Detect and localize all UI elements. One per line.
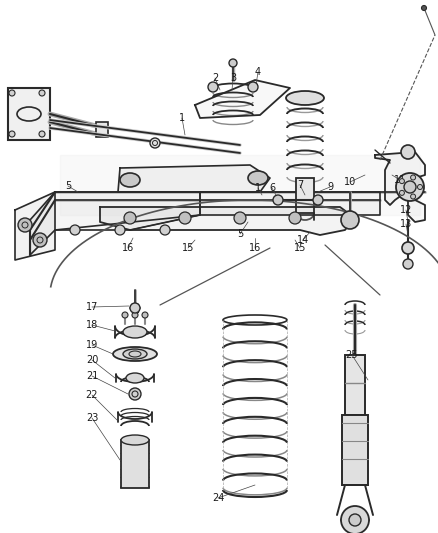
Circle shape — [399, 179, 404, 184]
Polygon shape — [375, 152, 425, 222]
Text: 5: 5 — [65, 181, 71, 191]
Circle shape — [39, 131, 45, 137]
Ellipse shape — [126, 373, 144, 383]
Circle shape — [124, 212, 136, 224]
Text: 2: 2 — [212, 73, 218, 83]
Text: 15: 15 — [294, 243, 306, 253]
Circle shape — [403, 259, 413, 269]
Text: 20: 20 — [86, 355, 98, 365]
Ellipse shape — [248, 171, 268, 185]
Circle shape — [421, 5, 427, 11]
Text: 16: 16 — [122, 243, 134, 253]
Text: 19: 19 — [86, 340, 98, 350]
Text: 12: 12 — [400, 205, 412, 215]
Circle shape — [410, 194, 416, 199]
Bar — [96, 122, 108, 137]
Text: 5: 5 — [237, 229, 243, 239]
Polygon shape — [60, 155, 420, 215]
Ellipse shape — [121, 435, 149, 445]
Circle shape — [404, 181, 416, 193]
Polygon shape — [30, 192, 200, 255]
Circle shape — [9, 90, 15, 96]
Circle shape — [234, 212, 246, 224]
Bar — [121, 440, 149, 488]
Circle shape — [313, 195, 323, 205]
Polygon shape — [118, 165, 270, 192]
Ellipse shape — [113, 347, 157, 361]
Circle shape — [399, 190, 404, 196]
Circle shape — [142, 312, 148, 318]
Circle shape — [39, 90, 45, 96]
Circle shape — [401, 145, 415, 159]
Circle shape — [179, 212, 191, 224]
Text: 22: 22 — [86, 390, 98, 400]
Circle shape — [115, 225, 125, 235]
Circle shape — [18, 218, 32, 232]
Text: 15: 15 — [182, 243, 194, 253]
Polygon shape — [200, 192, 380, 215]
Circle shape — [122, 312, 128, 318]
Text: 25: 25 — [346, 350, 358, 360]
Text: 21: 21 — [86, 371, 98, 381]
Circle shape — [396, 173, 424, 201]
Circle shape — [410, 175, 416, 180]
Ellipse shape — [286, 91, 324, 105]
Text: 11: 11 — [394, 175, 406, 185]
Text: 13: 13 — [400, 219, 412, 229]
Text: 14: 14 — [297, 235, 309, 245]
Circle shape — [129, 388, 141, 400]
Bar — [342, 415, 368, 485]
Text: 1: 1 — [255, 183, 261, 193]
Circle shape — [229, 59, 237, 67]
Text: 4: 4 — [255, 67, 261, 77]
Circle shape — [289, 212, 301, 224]
Circle shape — [132, 312, 138, 318]
Text: 10: 10 — [344, 177, 356, 187]
Ellipse shape — [123, 326, 147, 338]
Circle shape — [402, 242, 414, 254]
Circle shape — [130, 303, 140, 313]
Ellipse shape — [120, 173, 140, 187]
Circle shape — [150, 138, 160, 148]
Circle shape — [341, 506, 369, 533]
Circle shape — [248, 82, 258, 92]
Ellipse shape — [17, 107, 41, 121]
Text: 3: 3 — [230, 73, 236, 83]
Text: 17: 17 — [86, 302, 98, 312]
Circle shape — [208, 82, 218, 92]
Bar — [8, 88, 50, 140]
Circle shape — [70, 225, 80, 235]
Circle shape — [417, 184, 423, 190]
Text: 16: 16 — [249, 243, 261, 253]
Text: 24: 24 — [212, 493, 224, 503]
Text: 7: 7 — [297, 180, 303, 190]
Circle shape — [273, 195, 283, 205]
Polygon shape — [100, 207, 355, 235]
Bar — [296, 178, 314, 213]
Circle shape — [160, 225, 170, 235]
Text: 9: 9 — [327, 182, 333, 192]
Text: 18: 18 — [86, 320, 98, 330]
Text: 6: 6 — [269, 183, 275, 193]
Circle shape — [9, 131, 15, 137]
Polygon shape — [15, 192, 55, 260]
Circle shape — [349, 514, 361, 526]
Circle shape — [341, 211, 359, 229]
Ellipse shape — [123, 349, 147, 359]
Text: 23: 23 — [86, 413, 98, 423]
Bar — [345, 355, 365, 415]
Text: 1: 1 — [179, 113, 185, 123]
Polygon shape — [195, 80, 290, 118]
Circle shape — [33, 233, 47, 247]
